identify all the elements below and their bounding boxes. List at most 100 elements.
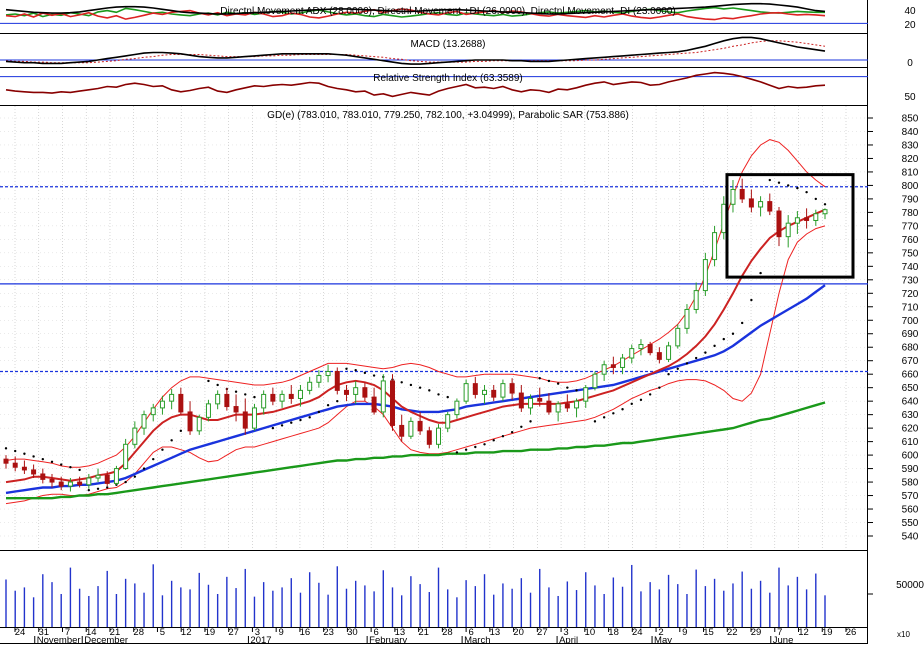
candle-up: [454, 400, 460, 416]
candle-down: [362, 387, 368, 398]
candle-down: [389, 380, 395, 426]
candle-down: [77, 481, 83, 486]
rsi-line: [5, 71, 826, 98]
price-axis-label: 780: [902, 208, 919, 219]
candle-up: [785, 222, 791, 238]
sar-dot: [566, 386, 569, 389]
sar-dot: [317, 410, 321, 414]
volume-multiplier: x10: [897, 630, 910, 639]
sar-dot: [244, 393, 247, 396]
candle-up: [463, 383, 469, 402]
sar-dot: [170, 439, 173, 442]
sar-dot: [612, 412, 615, 415]
sar-dot: [32, 455, 35, 458]
candle-up: [95, 474, 101, 479]
price-axis-label: 800: [902, 181, 919, 192]
price-axis-label: 570: [902, 491, 919, 502]
price-title: GD(e) (783.010, 783.010, 779.250, 782.10…: [267, 110, 629, 121]
sar-dot: [464, 448, 468, 451]
candle-up: [629, 348, 635, 359]
rsi-title: Relative Strength Index (63.3589): [373, 73, 523, 84]
adx-title: Directnl Movement ADX (28.0000), Directn…: [220, 6, 675, 17]
sar-dot: [41, 457, 45, 461]
sar-dot: [290, 421, 293, 424]
price-axis-label: 760: [902, 235, 919, 246]
sar-dot: [529, 420, 532, 423]
date-axis-day-label: 14: [86, 627, 97, 638]
date-axis-day-label: 6: [373, 627, 378, 638]
plus-di-line: [5, 6, 825, 18]
sar-dot: [152, 457, 155, 461]
price-axis-label: 560: [902, 505, 919, 516]
candle-up: [196, 416, 202, 432]
candle-up: [592, 373, 598, 389]
candle-up: [794, 217, 800, 224]
sar-dot: [685, 362, 689, 365]
price-axis-label: 850: [902, 114, 919, 125]
macd-line: [5, 36, 826, 65]
adx-tick-40: 40: [904, 6, 916, 17]
candle-down: [104, 474, 110, 484]
candle-up: [555, 403, 561, 413]
date-axis-day-label: 2: [658, 627, 663, 638]
date-axis-day-label: 12: [181, 627, 192, 638]
candle-up: [297, 389, 303, 399]
candle-up: [813, 213, 819, 221]
sar-dot: [142, 467, 146, 470]
date-axis-day-label: 30: [347, 627, 358, 638]
sar-dot: [621, 408, 624, 411]
volume-tick: 50000: [896, 580, 924, 591]
candle-down: [767, 201, 773, 212]
candle-down: [178, 393, 184, 413]
candle-down: [804, 217, 810, 221]
sar-dot: [23, 452, 26, 455]
candle-up: [67, 481, 73, 487]
sar-dot: [60, 463, 63, 466]
candle-up: [500, 383, 506, 398]
date-axis-day-label: 16: [300, 627, 311, 638]
price-axis-label: 590: [902, 464, 919, 475]
sar-dot: [805, 190, 808, 194]
date-axis-day-label: 27: [228, 627, 239, 638]
sar-dot: [437, 393, 440, 396]
candle-up: [822, 209, 828, 215]
date-axis-day-label: 28: [442, 627, 453, 638]
sar-dot: [575, 389, 578, 392]
candle-down: [12, 462, 18, 468]
sar-dot: [345, 367, 348, 370]
candle-up: [353, 387, 359, 395]
date-axis-day-label: 21: [418, 627, 429, 638]
highlight-box: [725, 173, 855, 279]
date-axis-day-label: 13: [395, 627, 406, 638]
candle-down: [288, 393, 294, 399]
candle-up: [712, 232, 718, 261]
date-axis-day-label: 13: [490, 627, 501, 638]
sar-dot: [271, 426, 275, 430]
candle-up: [620, 357, 626, 368]
candle-up: [666, 345, 672, 360]
bollinger-lower-line: [5, 225, 826, 505]
candle-down: [417, 420, 423, 432]
date-axis-month-label: June: [773, 635, 794, 644]
sar-dot: [520, 425, 523, 428]
candle-up: [675, 327, 681, 347]
price-axis-label: 730: [902, 275, 919, 286]
sar-dot: [106, 486, 109, 489]
date-axis-day-label: 5: [160, 627, 165, 638]
candle-down: [21, 466, 27, 471]
price-axis-label: 640: [902, 397, 919, 408]
macd-signal-line: [5, 40, 826, 64]
sar-dot: [161, 448, 164, 451]
price-axis-label: 650: [902, 383, 919, 394]
candle-down: [748, 198, 754, 208]
date-axis: 24 31 7 14 21 28 5 12 19 27 3 9 16 23 30 6 13 21 28 6 13 20 27…: [14, 627, 856, 646]
date-axis-day-label: 29: [751, 627, 762, 638]
candle-up: [684, 308, 690, 329]
candle-down: [224, 393, 230, 408]
candle-up: [702, 259, 708, 292]
date-axis-day-label: 31: [38, 627, 49, 638]
candle-up: [482, 389, 488, 395]
date-axis-month-label: April: [559, 635, 578, 644]
sar-dot: [363, 371, 367, 375]
